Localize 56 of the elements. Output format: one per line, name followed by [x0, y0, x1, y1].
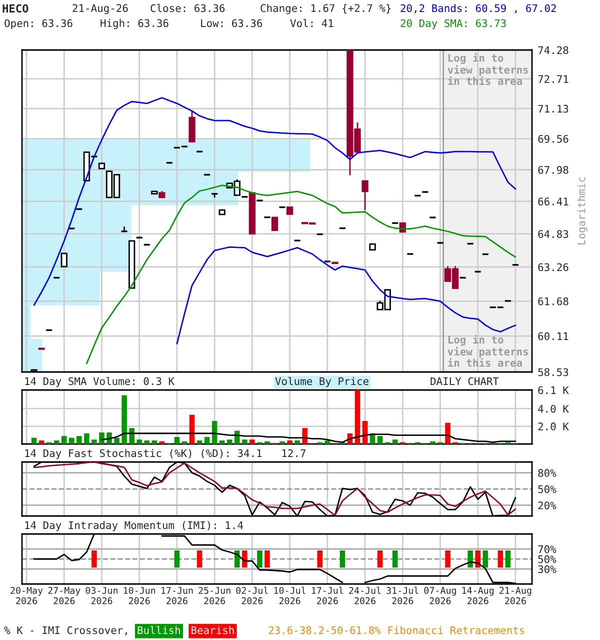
x-tick-label: 31-Jul 2026 [386, 586, 418, 604]
y-tick-label: 6.1 K [538, 386, 569, 394]
y-tick-label: 69.56 [538, 134, 568, 143]
annotation: Log in to view patterns in this area [448, 334, 528, 367]
annotation: Log in to view patterns in this area [448, 53, 528, 85]
text: 20,2 Bands: 60.59 , 67.02 [400, 4, 556, 14]
text: Open: 63.36 [4, 19, 72, 30]
x-tick-label: 02-Jul 2026 [236, 586, 268, 604]
x-tick-label: 03-Jun 2026 [86, 586, 118, 604]
y-tick-label: 72.71 [538, 75, 568, 83]
x-tick-label: 24-Jul 2026 [349, 586, 381, 604]
text: Vol: 41 [290, 19, 334, 28]
text: DAILY CHART [430, 377, 499, 386]
y-tick-label: 50% [538, 555, 556, 564]
y-tick-label: 20% [538, 501, 556, 510]
text: 20 Day SMA: 63.73 [400, 19, 506, 30]
x-tick-label: 21-Aug 2026 [500, 586, 532, 604]
x-tick-label: 20-May 2026 [10, 586, 43, 604]
y-tick-label: 63.26 [538, 263, 568, 272]
y-axis-title: Logarithmic [577, 177, 588, 244]
y-tick-label: 71.13 [538, 104, 568, 113]
x-tick-label: 07-Aug 2026 [424, 586, 456, 604]
y-tick-label: 30% [538, 565, 556, 574]
chart-title: 14 Day SMA Volume: 0.3 K [25, 377, 174, 388]
y-tick-label: 4.0 K [538, 404, 569, 413]
x-tick-label: 17-Jul 2026 [312, 586, 344, 604]
y-tick-label: 50% [538, 485, 556, 494]
x-tick-label: 17-Jun 2026 [162, 587, 193, 604]
chart-title: 14 Day Fast Stochastic (%K) (%D): 34.1 12.7 [25, 449, 306, 460]
x-tick-label: 10-Jul 2026 [274, 586, 306, 604]
y-tick-label: 61.68 [538, 297, 568, 306]
x-tick-label: 27-May 2026 [48, 586, 80, 604]
y-tick-label: 80% [538, 469, 556, 477]
text: 23.6-38.2-50-61.8% Fibonacci Retracements [268, 626, 524, 634]
y-tick-label: 64.83 [538, 230, 568, 238]
x-tick-label: 10-Jun 2026 [124, 586, 156, 604]
y-tick-label: 70% [538, 545, 556, 554]
y-tick-label: 67.98 [538, 166, 568, 174]
chart-title: 14 Day Intraday Momentum (IMI): 1.4 [25, 521, 243, 532]
text: Volume By Price [275, 377, 368, 388]
chart-title: HECO [2, 4, 28, 13]
text: Bearish [192, 626, 234, 634]
text: High: 63.36 [100, 19, 168, 30]
y-tick-label: 58.53 [538, 368, 568, 376]
y-tick-label: 74.28 [538, 46, 568, 54]
text: 21-Aug-26 [72, 4, 128, 14]
x-tick-label: 14-Aug 2026 [462, 587, 494, 604]
text: Bullish [138, 626, 180, 634]
text: Close: 63.36 [150, 4, 225, 12]
y-tick-label: 2.0 K [538, 422, 569, 430]
x-tick-label: 25-Jun 2026 [198, 586, 230, 604]
legend-title: % K - IMI Crossover, [4, 626, 127, 636]
text: Change: 1.67 {+2.7 %} [260, 4, 391, 14]
text: Low: 63.36 [201, 19, 262, 28]
y-tick-label: 66.41 [538, 198, 568, 206]
y-tick-label: 60.11 [538, 332, 568, 340]
